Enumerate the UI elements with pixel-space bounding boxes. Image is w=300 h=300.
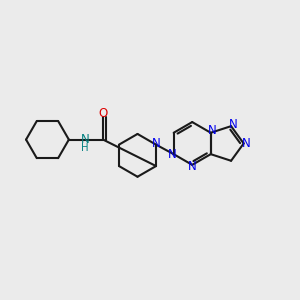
Text: N: N (208, 124, 216, 137)
Text: N: N (229, 118, 237, 131)
Text: H: H (82, 143, 89, 153)
Text: N: N (168, 148, 177, 161)
Text: N: N (152, 137, 161, 150)
Text: N: N (188, 160, 197, 173)
Text: O: O (98, 107, 108, 120)
Text: N: N (81, 133, 90, 146)
Text: N: N (242, 137, 250, 150)
